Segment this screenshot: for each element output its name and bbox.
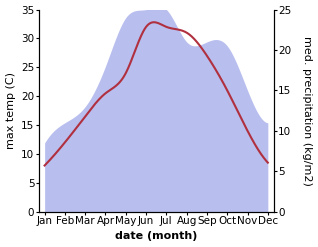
Y-axis label: max temp (C): max temp (C): [5, 72, 16, 149]
X-axis label: date (month): date (month): [115, 231, 197, 242]
Y-axis label: med. precipitation (kg/m2): med. precipitation (kg/m2): [302, 36, 313, 185]
